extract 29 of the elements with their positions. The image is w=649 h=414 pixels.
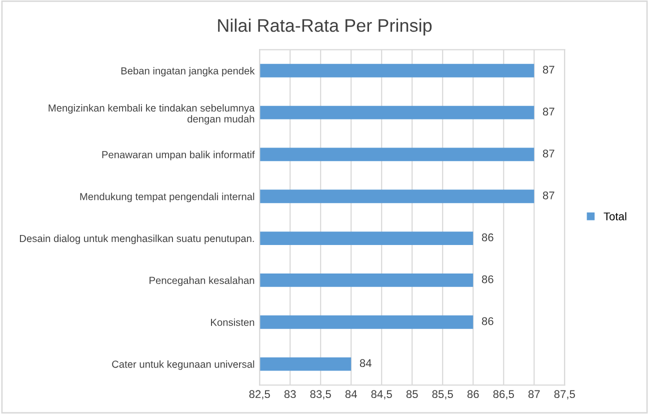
data-label: 87 (542, 108, 554, 116)
y-tick-label: Desain dialog untuk menghasilkan suatu penutupan. (20, 234, 254, 244)
data-label: 86 (482, 275, 494, 284)
y-tick-label: Konsisten (211, 318, 254, 326)
y-tick-label: Mendukung tempat pengendali internal (80, 192, 254, 202)
x-tick-label: 84 (345, 390, 357, 398)
y-tick-label: Penawaran umpan balik informatif (102, 150, 255, 160)
x-tick-label: 83 (284, 390, 296, 398)
data-label: 86 (482, 233, 494, 242)
y-tick-label: Cater untuk kegunaan universal (112, 360, 254, 370)
legend-label: Total (604, 212, 626, 220)
x-tick-label: 83,5 (310, 390, 331, 400)
x-tick-label: 84,5 (371, 390, 392, 400)
data-label: 87 (542, 150, 554, 158)
y-tick-label: Beban ingatan jangka pendek (121, 66, 255, 76)
x-tick-label: 85,5 (432, 390, 453, 400)
data-label: 84 (360, 359, 372, 368)
data-label: 87 (542, 192, 554, 200)
x-tick-label: 82,5 (249, 390, 270, 400)
x-tick-label: 86,5 (493, 390, 514, 400)
y-tick-label: Pencegahan kesalahan (150, 276, 254, 286)
x-tick-label: 87,5 (554, 390, 575, 400)
y-tick-label: Mengizinkan kembali ke tindakan sebelumnya dengan mudah (48, 104, 255, 125)
chart-title: Nilai Rata-Rata Per Prinsip (218, 18, 432, 36)
x-tick-label: 86 (467, 390, 479, 398)
x-tick-label: 87 (528, 390, 540, 398)
x-tick-label: 85 (406, 390, 418, 398)
data-label: 86 (482, 317, 494, 326)
data-label: 87 (542, 66, 554, 74)
